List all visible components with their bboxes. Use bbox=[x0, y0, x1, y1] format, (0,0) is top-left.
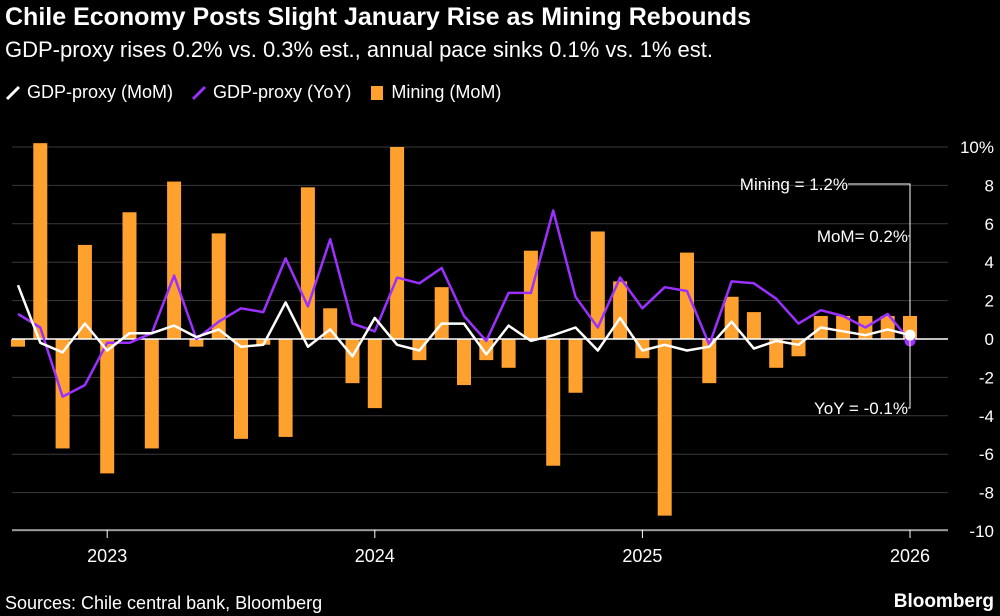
mining-bar bbox=[569, 339, 583, 393]
annotation-yoy: YoY = -0.1% bbox=[814, 399, 908, 418]
mining-bar bbox=[524, 251, 538, 339]
mining-bar bbox=[234, 339, 248, 439]
mining-bar bbox=[457, 339, 471, 385]
x-tick-label: 2024 bbox=[355, 546, 395, 566]
y-tick-label: 2 bbox=[985, 292, 994, 311]
mining-bar bbox=[167, 182, 181, 339]
mining-bar bbox=[546, 339, 560, 466]
y-tick-label: -6 bbox=[979, 445, 994, 464]
mining-bar bbox=[123, 212, 137, 339]
y-tick-label: -10 bbox=[969, 522, 994, 541]
mining-bar bbox=[390, 147, 404, 339]
y-tick-label: -8 bbox=[979, 484, 994, 503]
bloomberg-logo: Bloomberg bbox=[894, 591, 994, 613]
mining-bar bbox=[747, 312, 761, 339]
mining-bar bbox=[368, 339, 382, 408]
y-tick-label: 0 bbox=[985, 330, 994, 349]
mining-bar bbox=[11, 339, 25, 347]
annotation-mom: MoM= 0.2% bbox=[817, 227, 908, 246]
source-note: Sources: Chile central bank, Bloomberg bbox=[5, 593, 322, 614]
mining-bars bbox=[11, 143, 917, 515]
mining-bar bbox=[279, 339, 293, 437]
mining-bar bbox=[658, 339, 672, 516]
mining-bar bbox=[502, 339, 516, 368]
y-tick-label: -2 bbox=[979, 368, 994, 387]
annotations: Mining = 1.2% MoM= 0.2% YoY = -0.1% bbox=[740, 175, 910, 418]
annotation-mining: Mining = 1.2% bbox=[740, 175, 848, 194]
leader-mining bbox=[848, 184, 910, 316]
y-tick-label: 10% bbox=[960, 138, 994, 157]
mining-bar bbox=[725, 297, 739, 339]
y-tick-label: 6 bbox=[985, 215, 994, 234]
y-tick-label: 4 bbox=[985, 253, 994, 272]
x-tick-label: 2023 bbox=[87, 546, 127, 566]
mining-bar bbox=[680, 253, 694, 339]
leader-yoy bbox=[908, 341, 910, 408]
mining-bar bbox=[33, 143, 47, 339]
y-tick-label: 8 bbox=[985, 176, 994, 195]
mining-bar bbox=[145, 339, 159, 448]
x-tick-label: 2026 bbox=[890, 546, 930, 566]
mining-bar bbox=[301, 187, 315, 339]
mining-bar bbox=[100, 339, 114, 473]
chart-plot: Mining = 1.2% MoM= 0.2% YoY = -0.1% 10% 8… bbox=[0, 0, 1000, 616]
x-tick-label: 2025 bbox=[622, 546, 662, 566]
mom-last-point bbox=[905, 330, 916, 341]
y-tick-label: -4 bbox=[979, 407, 994, 426]
